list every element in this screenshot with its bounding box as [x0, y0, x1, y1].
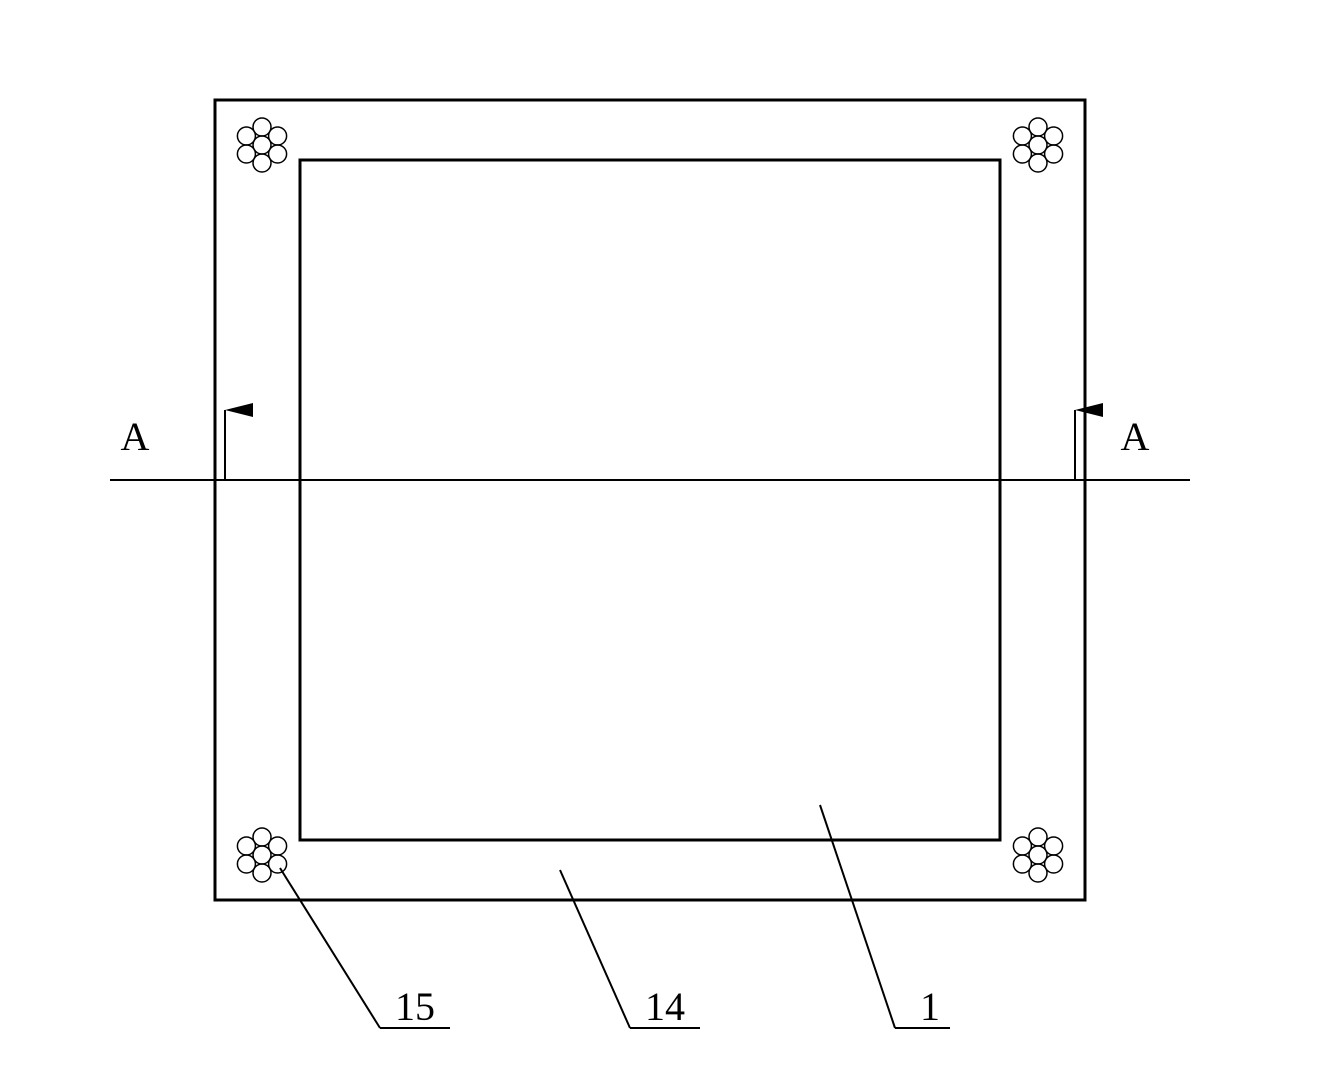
ref-label-1: 1	[920, 984, 940, 1029]
section-label-right: A	[1121, 414, 1150, 459]
ref-label-15: 15	[395, 984, 435, 1029]
section-label-left: A	[121, 414, 150, 459]
ref-label-14: 14	[645, 984, 685, 1029]
background	[0, 0, 1332, 1082]
diagram-canvas: A A 15 14 1	[0, 0, 1332, 1082]
